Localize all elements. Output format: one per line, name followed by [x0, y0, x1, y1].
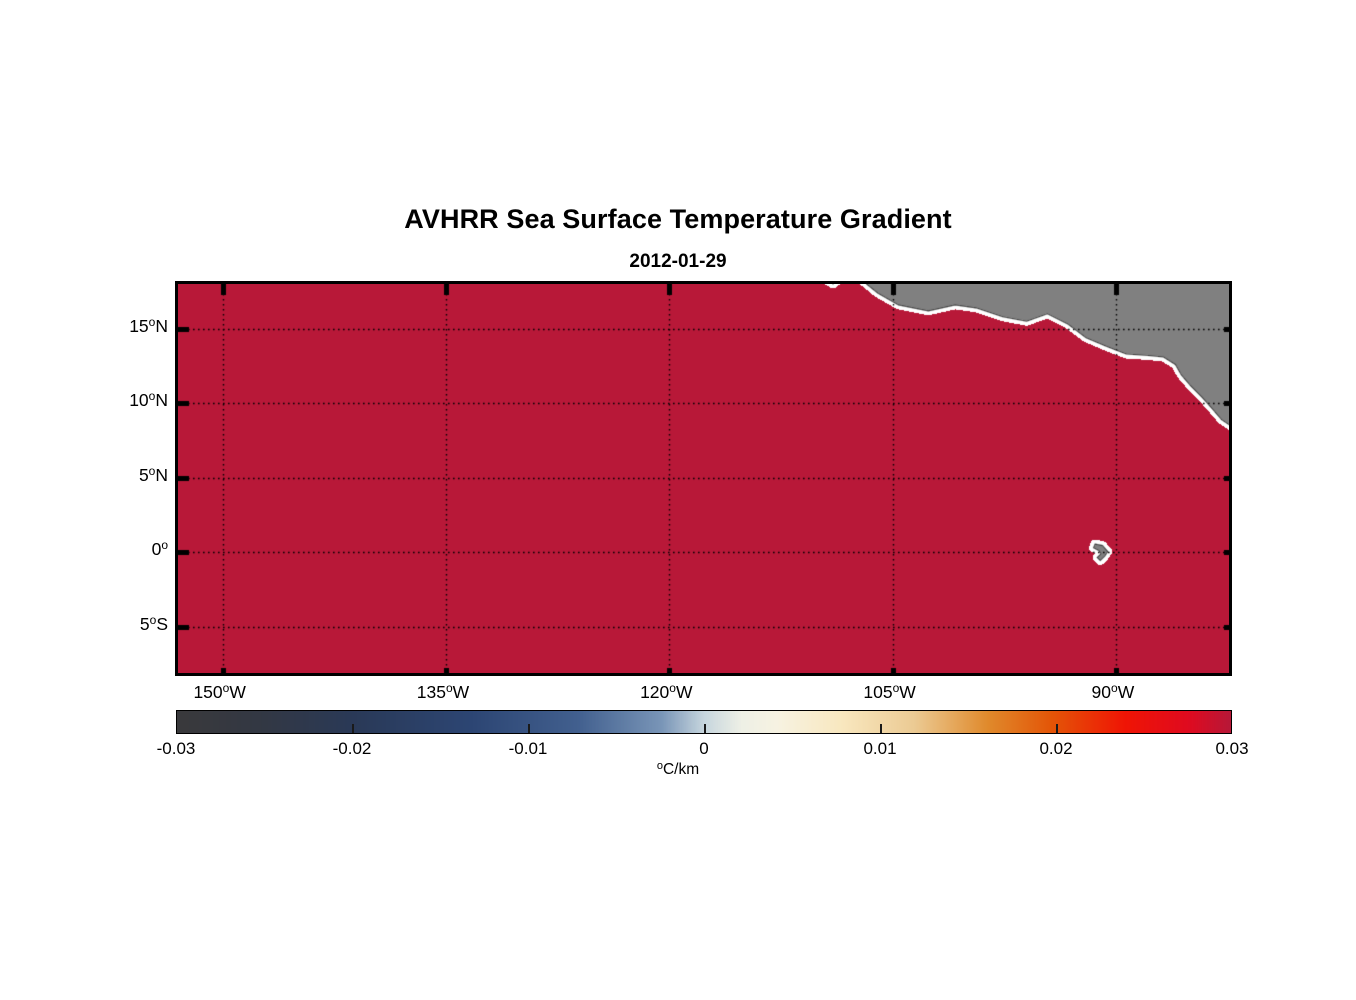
y-tick-label-0: 15oN	[129, 314, 168, 336]
map-axes[interactable]	[175, 281, 1232, 676]
y-tick-label-2: 5oN	[138, 463, 168, 485]
colorbar-tick-1	[352, 724, 354, 733]
x-tick-label-3: 105oW	[863, 681, 916, 702]
figure-subtitle: 2012-01-29	[629, 251, 727, 272]
colorbar-tick-4	[880, 724, 882, 733]
y-tick-label-1: 10oN	[129, 389, 168, 410]
colorbar-gradient	[177, 711, 1231, 733]
colorbar-tick-label-3: 0	[699, 739, 709, 758]
x-tick-label-0: 150oW	[193, 681, 246, 702]
x-tick-label-2: 120oW	[640, 681, 693, 702]
map-gridlines-and-land	[178, 284, 1229, 673]
colorbar-tick-label-1: -0.02	[332, 739, 372, 758]
colorbar-tick-2	[528, 724, 530, 733]
x-tick-label-4: 90oW	[1091, 681, 1135, 702]
colorbar-unit-label: oC/km	[0, 760, 1356, 779]
colorbar-tick-5	[1056, 724, 1058, 733]
x-tick-label-1: 135oW	[416, 681, 470, 702]
figure-title: AVHRR Sea Surface Temperature Gradient	[404, 204, 952, 234]
y-tick-label-4: 5oS	[139, 612, 168, 634]
colorbar-tick-3	[704, 724, 706, 733]
colorbar-tick-label-6: 0.03	[1215, 739, 1249, 758]
colorbar-tick-label-5: 0.02	[1039, 739, 1073, 758]
colorbar[interactable]	[176, 710, 1232, 734]
colorbar-unit-text: oC/km	[656, 760, 700, 778]
colorbar-tick-label-0: -0.03	[156, 739, 196, 758]
y-tick-label-3: 0o	[151, 538, 168, 560]
colorbar-tick-label-2: -0.01	[508, 739, 548, 758]
colorbar-tick-label-4: 0.01	[863, 739, 897, 758]
